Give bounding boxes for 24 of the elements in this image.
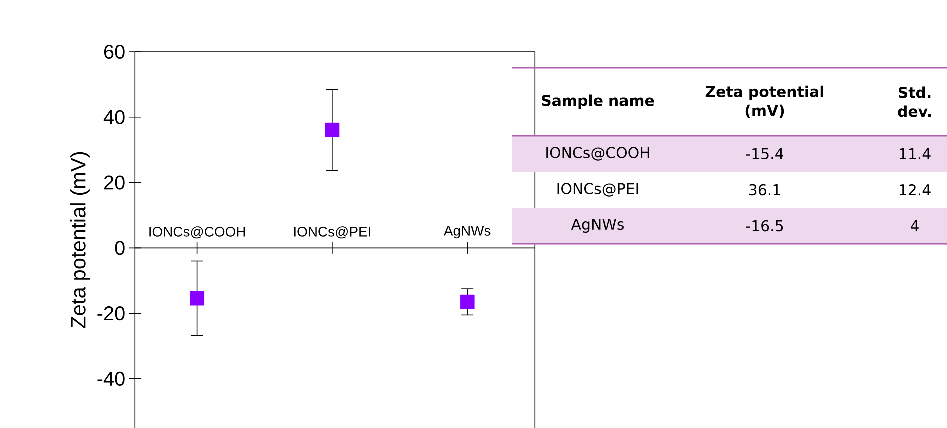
point — [190, 291, 204, 306]
text: 12.4 — [900, 184, 931, 196]
y-tick-label: 60 — [104, 44, 125, 60]
y-tick-label: 20 — [104, 176, 125, 190]
x-tick-label: AgNWs — [444, 226, 491, 239]
y-tick-label: 0 — [115, 241, 125, 256]
text: 4 — [910, 220, 919, 232]
text: IONCs@COOH — [546, 147, 650, 161]
text: -15.4 — [746, 148, 784, 160]
y-tick-label: -20 — [98, 306, 125, 321]
text: 36.1 — [750, 184, 780, 196]
text: Sample name — [542, 94, 654, 110]
y-tick-label: 40 — [104, 110, 125, 124]
text: Zeta potential (mV) — [706, 86, 824, 118]
point — [460, 294, 475, 310]
point — [325, 122, 340, 138]
text: IONCs@PEI — [558, 183, 638, 197]
x-tick-label: IONCs@COOH — [150, 226, 246, 239]
text: 11.4 — [900, 148, 931, 160]
y-axis-title: Zeta potential (mV) — [70, 152, 90, 328]
y-tick-label: -40 — [98, 372, 125, 386]
text: Std. dev. — [898, 86, 932, 118]
x-tick-label: IONCs@PEI — [294, 226, 370, 239]
text: -16.5 — [746, 220, 784, 232]
